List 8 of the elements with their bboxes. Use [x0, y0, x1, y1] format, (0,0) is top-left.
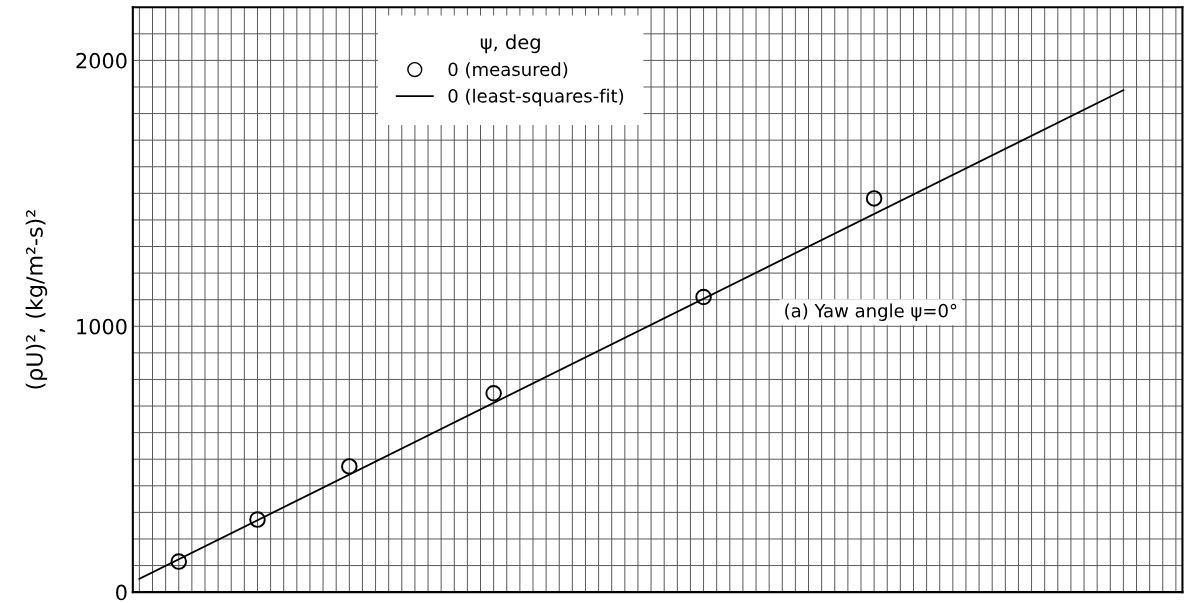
legend-title: ψ, deg: [480, 34, 540, 54]
legend-label: 0 (measured): [448, 62, 568, 79]
y-tick-label: 2000: [76, 52, 127, 69]
annotation: (a) Yaw angle ψ=0°: [785, 303, 957, 321]
y-tick-label: 1000: [77, 318, 127, 335]
legend-label: 0 (least-squares-fit): [448, 88, 624, 107]
y-axis-title: (ρU)², (kg/m²-s)²: [25, 210, 48, 389]
y-tick-label: 0: [116, 584, 127, 601]
